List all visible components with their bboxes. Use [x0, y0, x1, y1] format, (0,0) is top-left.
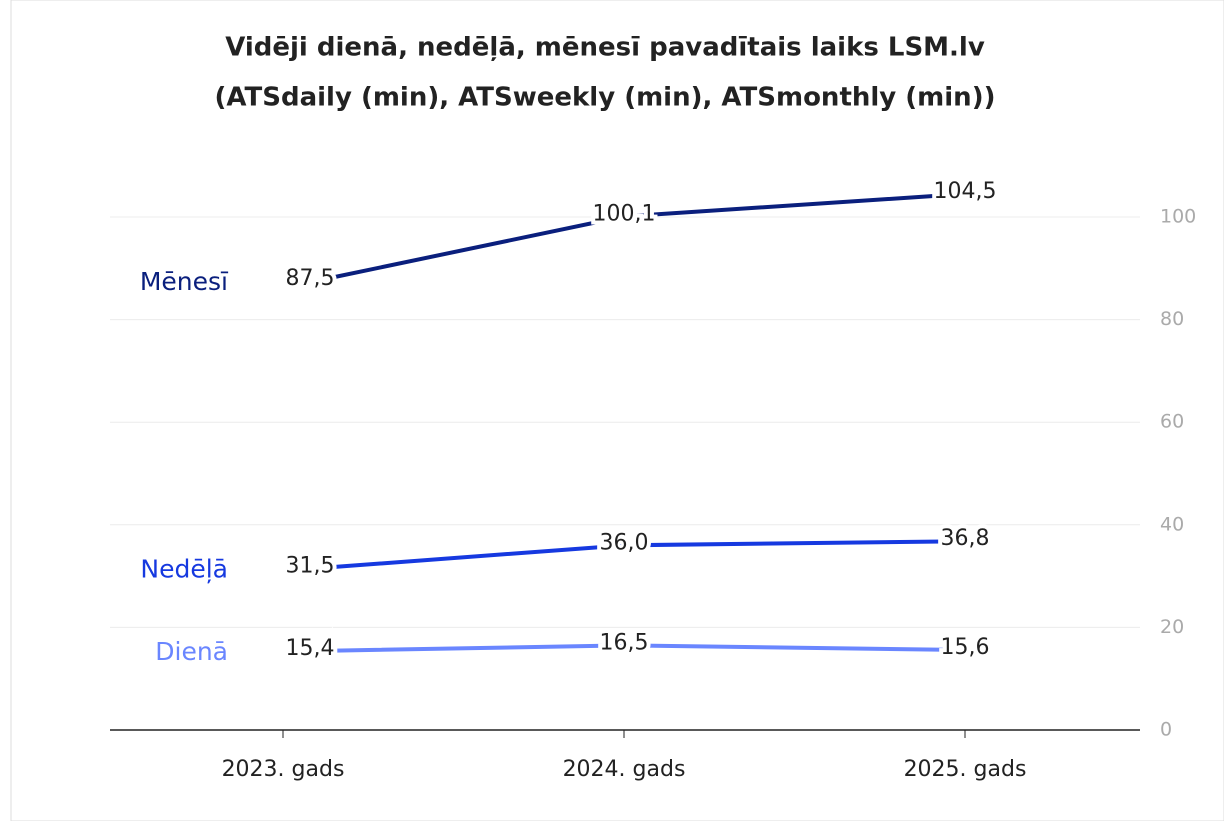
- chart-title: (ATSdaily (min), ATSweekly (min), ATSmon…: [215, 83, 996, 113]
- y-tick-label: 40: [1160, 513, 1184, 535]
- y-tick-label: 100: [1160, 206, 1196, 228]
- data-label: 16,5: [600, 630, 649, 655]
- x-tick-label: 2025. gads: [904, 757, 1027, 782]
- line: [314, 643, 966, 653]
- y-tick-label: 20: [1160, 616, 1184, 638]
- data-label: 15,6: [941, 635, 990, 660]
- data-label: 36,0: [600, 530, 649, 555]
- frame: [10, 0, 1224, 821]
- chart-title: Vidēji dienā, nedēļā, mēnesī pavadītais …: [225, 33, 985, 63]
- line: [314, 191, 966, 284]
- data-label: 15,4: [286, 636, 335, 661]
- series-label: Dienā: [155, 637, 228, 666]
- series-label: Mēnesī: [140, 267, 229, 296]
- series-label: Nedēļā: [140, 554, 228, 583]
- data-label: 31,5: [286, 553, 335, 578]
- data-label: 100,1: [593, 201, 656, 226]
- y-tick-label: 80: [1160, 308, 1184, 330]
- data-label: 87,5: [286, 266, 335, 291]
- y-tick-label: 60: [1160, 411, 1184, 433]
- data-label: 104,5: [934, 179, 997, 204]
- line: [314, 539, 966, 571]
- data-label: 36,8: [941, 526, 990, 551]
- y-tick-label: 0: [1160, 719, 1172, 741]
- x-tick-label: 2023. gads: [222, 757, 345, 782]
- x-tick-label: 2024. gads: [563, 757, 686, 782]
